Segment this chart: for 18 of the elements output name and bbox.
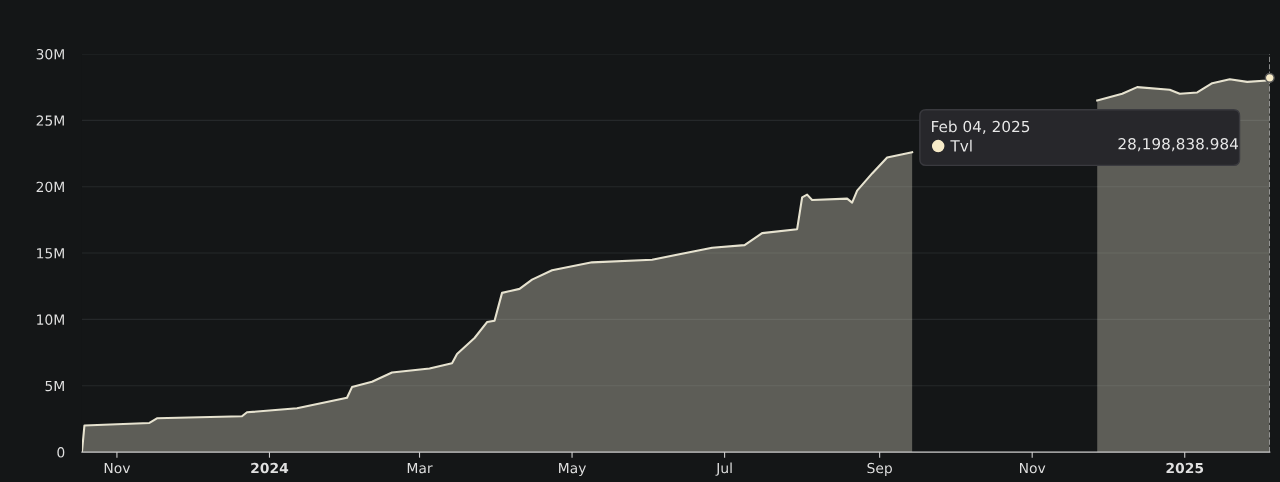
x-tick-label: Nov <box>1020 462 1046 474</box>
x-tick-label: 2024 <box>251 462 289 474</box>
y-tick-label: 25M <box>36 115 64 126</box>
annotation: 28,198,838.984 <box>1118 138 1239 152</box>
x-tick-label: Sep <box>867 462 892 476</box>
x-tick-label: Jul <box>715 462 732 476</box>
x-tick-label: Nov <box>104 462 131 474</box>
y-tick-label: 15M <box>37 248 64 259</box>
x-tick-label: May <box>559 462 586 476</box>
x-tick-label: Mar <box>407 462 433 474</box>
y-tick-label: 30M <box>36 48 64 60</box>
y-tick-label: 20M <box>36 181 64 193</box>
legend-label: Tvl <box>950 139 972 152</box>
y-tick-label: 5M <box>45 380 64 392</box>
x-tick-label: 2025 <box>1166 462 1204 474</box>
y-tick-label: 0 <box>57 447 65 458</box>
legend-title: Feb 04, 2025 <box>932 120 1030 134</box>
y-tick-label: 10M <box>37 314 64 325</box>
